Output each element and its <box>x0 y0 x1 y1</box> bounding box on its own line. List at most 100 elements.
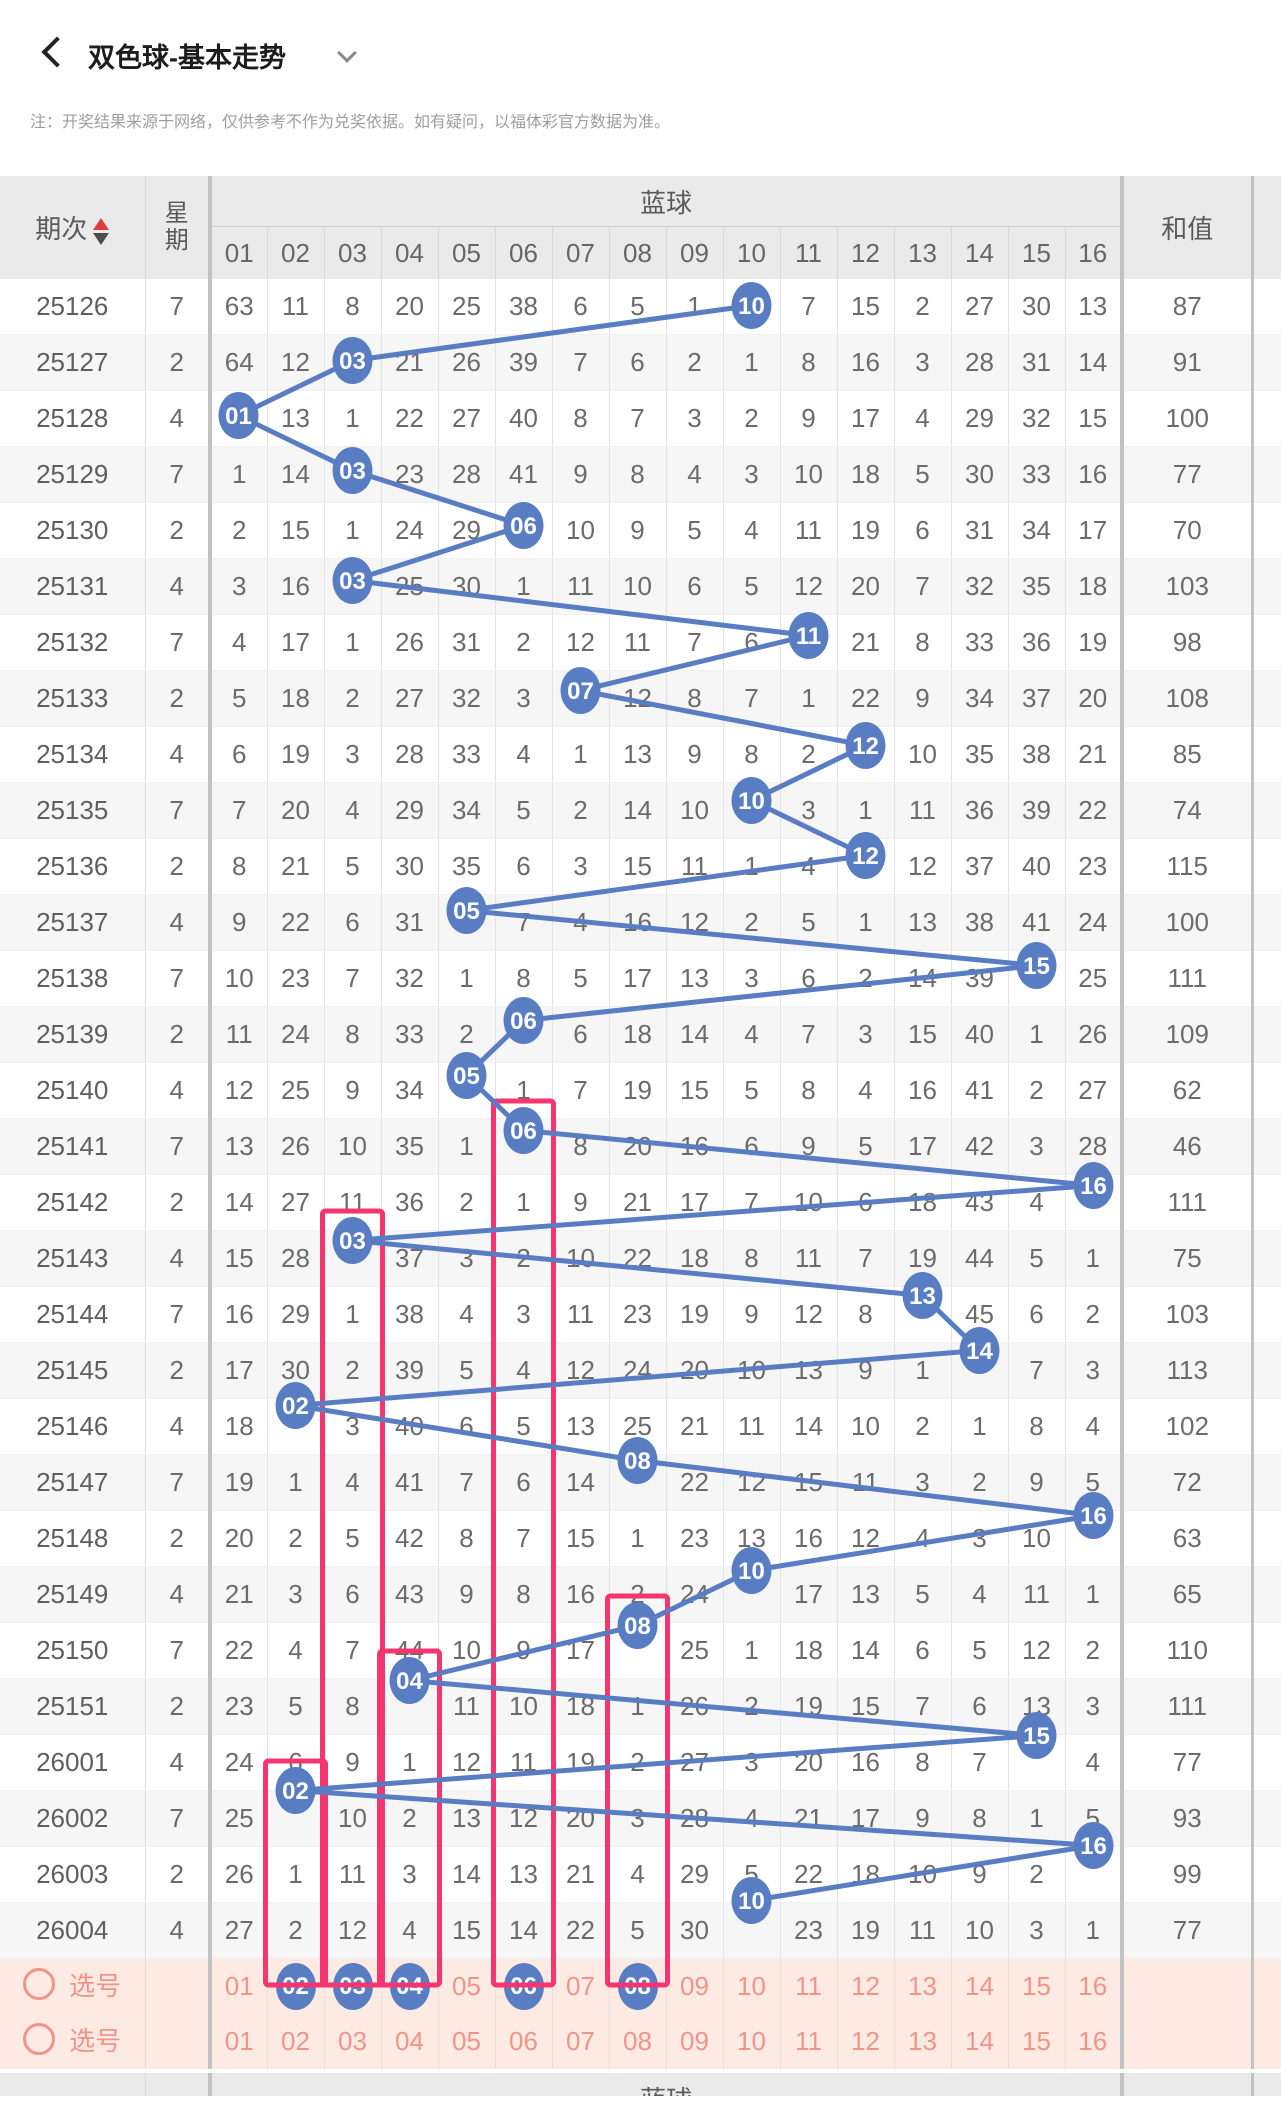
miss-count-cell: 3 <box>609 1790 667 1847</box>
pick-number[interactable]: 05 <box>438 2014 496 2069</box>
pick-label-cell[interactable]: 选号 <box>0 1958 146 2014</box>
cut-cell <box>1250 1118 1281 1175</box>
miss-count-cell: 2 <box>438 1006 496 1063</box>
miss-count-cell: 3 <box>723 1734 781 1791</box>
miss-count-cell: 17 <box>837 1790 895 1847</box>
miss-count-cell: 17 <box>552 1622 610 1679</box>
radio-circle-icon[interactable] <box>23 1968 56 2001</box>
table-row: 25130 2 2 15 1 24 29 10 9 5 4 11 19 6 31 34 17 70 <box>0 502 1281 559</box>
miss-count-cell: 12 <box>780 558 838 615</box>
period-cell: 25141 <box>0 1118 146 1175</box>
pick-number[interactable]: 08 <box>609 2014 667 2069</box>
miss-count-cell: 8 <box>324 1678 382 1735</box>
pick-number[interactable]: 01 <box>210 1958 268 2014</box>
pick-number[interactable]: 09 <box>666 1958 724 2014</box>
pick-number[interactable]: 14 <box>951 2014 1009 2069</box>
miss-count-cell: 11 <box>552 1286 610 1343</box>
miss-count-cell: 25 <box>609 1398 667 1455</box>
period-cell: 26002 <box>0 1790 146 1847</box>
miss-count-cell: 2 <box>951 1454 1009 1511</box>
miss-count-cell: 6 <box>609 334 667 391</box>
back-icon[interactable] <box>38 38 68 68</box>
miss-count-cell: 1 <box>495 1062 553 1119</box>
miss-count-cell: 2 <box>1065 1622 1123 1679</box>
pick-number[interactable]: 07 <box>552 2014 610 2069</box>
pick-number[interactable]: 11 <box>780 1958 838 2014</box>
drawn-ball-cell <box>381 1678 439 1735</box>
pick-number[interactable]: 13 <box>894 2014 952 2069</box>
pick-number[interactable]: 11 <box>780 2014 838 2069</box>
pick-number[interactable]: 12 <box>837 1958 895 2014</box>
miss-count-cell: 5 <box>324 838 382 895</box>
miss-count-cell: 13 <box>495 1846 553 1903</box>
miss-count-cell: 11 <box>1008 1566 1066 1623</box>
week-cell: 4 <box>145 558 212 615</box>
miss-count-cell: 20 <box>552 1790 610 1847</box>
miss-count-cell: 3 <box>1065 1678 1123 1735</box>
miss-count-cell: 10 <box>951 1902 1009 1959</box>
period-cell: 25144 <box>0 1286 146 1343</box>
miss-count-cell: 5 <box>1065 1790 1123 1847</box>
pick-number[interactable]: 07 <box>552 1958 610 2014</box>
miss-count-cell: 2 <box>894 279 952 335</box>
miss-count-cell: 42 <box>381 1510 439 1567</box>
miss-count-cell: 28 <box>267 1230 325 1287</box>
miss-count-cell: 4 <box>837 1062 895 1119</box>
pick-number[interactable]: 12 <box>837 2014 895 2069</box>
pick-number[interactable]: 03 <box>324 2014 382 2069</box>
sort-icon[interactable] <box>93 217 110 245</box>
pick-sum-cell <box>1120 2014 1253 2069</box>
column-header-period[interactable]: 期次 <box>0 176 146 279</box>
miss-count-cell: 12 <box>666 894 724 951</box>
miss-count-cell: 27 <box>438 390 496 447</box>
miss-count-cell: 23 <box>780 1902 838 1959</box>
miss-count-cell: 13 <box>894 894 952 951</box>
pick-number-selected[interactable]: 08 <box>609 1958 667 2014</box>
pick-number[interactable]: 06 <box>495 2014 553 2069</box>
miss-count-cell: 8 <box>1008 1398 1066 1455</box>
miss-count-cell: 35 <box>1008 558 1066 615</box>
miss-count-cell: 5 <box>837 1118 895 1175</box>
pick-number[interactable]: 02 <box>267 2014 325 2069</box>
miss-count-cell: 1 <box>324 502 382 559</box>
pick-number[interactable]: 16 <box>1065 2014 1123 2069</box>
miss-count-cell: 7 <box>894 558 952 615</box>
column-group-blue-ball: 蓝球 <box>210 176 1123 227</box>
pick-number-selected[interactable]: 06 <box>495 1958 553 2014</box>
week-cell: 4 <box>145 894 212 951</box>
cut-cell <box>1250 1902 1281 1959</box>
pick-number[interactable]: 14 <box>951 1958 1009 2014</box>
table-row: 25150 7 22 4 7 44 10 9 17 25 1 18 14 6 5 12 2 110 <box>0 1622 1281 1679</box>
ball-number-header: 13 <box>894 226 952 279</box>
miss-count-cell: 5 <box>666 502 724 559</box>
period-cell: 25131 <box>0 558 146 615</box>
radio-circle-icon[interactable] <box>23 2023 56 2056</box>
period-cell: 25133 <box>0 670 146 727</box>
pick-number[interactable]: 16 <box>1065 1958 1123 2014</box>
column-header-period[interactable]: - <box>0 2073 146 2096</box>
miss-count-cell: 26 <box>666 1678 724 1735</box>
pick-number[interactable]: 09 <box>666 2014 724 2069</box>
pick-number[interactable]: 10 <box>723 2014 781 2069</box>
miss-count-cell: 31 <box>381 894 439 951</box>
miss-count-cell: 8 <box>552 1118 610 1175</box>
pick-number[interactable]: 15 <box>1008 1958 1066 2014</box>
pick-number-selected[interactable]: 03 <box>324 1958 382 2014</box>
pick-number[interactable]: 10 <box>723 1958 781 2014</box>
pick-number[interactable]: 04 <box>381 2014 439 2069</box>
pick-number[interactable]: 05 <box>438 1958 496 2014</box>
pick-number[interactable]: 15 <box>1008 2014 1066 2069</box>
table-row: 26001 4 24 6 9 1 12 11 19 2 27 3 20 16 8 7 4 77 <box>0 1734 1281 1791</box>
miss-count-cell: 30 <box>666 1902 724 1959</box>
pick-number[interactable]: 13 <box>894 1958 952 2014</box>
pick-number-selected[interactable]: 04 <box>381 1958 439 2014</box>
pick-label-cell[interactable]: 选号 <box>0 2014 146 2069</box>
miss-count-cell: 19 <box>609 1062 667 1119</box>
miss-count-cell: 1 <box>666 279 724 335</box>
cut-cell <box>1250 670 1281 727</box>
pick-number[interactable]: 01 <box>210 2014 268 2069</box>
pick-number-selected[interactable]: 02 <box>267 1958 325 2014</box>
miss-count-cell: 44 <box>381 1622 439 1679</box>
cut-cell <box>1250 726 1281 783</box>
chevron-down-icon[interactable] <box>338 44 356 62</box>
